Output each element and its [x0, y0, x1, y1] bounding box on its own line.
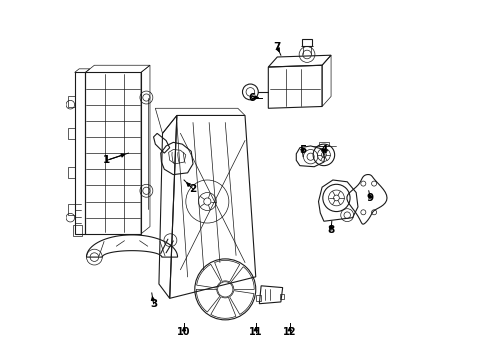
Text: 7: 7: [273, 42, 281, 52]
Bar: [280, 294, 285, 300]
Text: 12: 12: [283, 327, 296, 337]
Bar: [256, 296, 261, 301]
Text: 9: 9: [367, 193, 374, 203]
Text: 2: 2: [189, 184, 196, 194]
Bar: [318, 142, 329, 146]
Text: 5: 5: [299, 144, 306, 154]
Text: 6: 6: [248, 93, 256, 103]
Text: 4: 4: [320, 144, 328, 154]
Text: 3: 3: [150, 299, 157, 309]
Bar: [302, 39, 312, 45]
Text: 1: 1: [103, 155, 111, 165]
Text: 8: 8: [327, 225, 335, 235]
Text: 10: 10: [177, 327, 191, 337]
Text: 11: 11: [249, 327, 263, 337]
